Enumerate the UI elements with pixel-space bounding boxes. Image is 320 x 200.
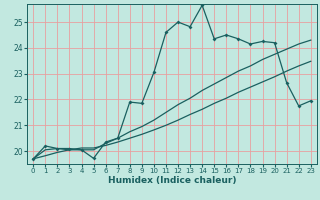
X-axis label: Humidex (Indice chaleur): Humidex (Indice chaleur) [108, 176, 236, 185]
